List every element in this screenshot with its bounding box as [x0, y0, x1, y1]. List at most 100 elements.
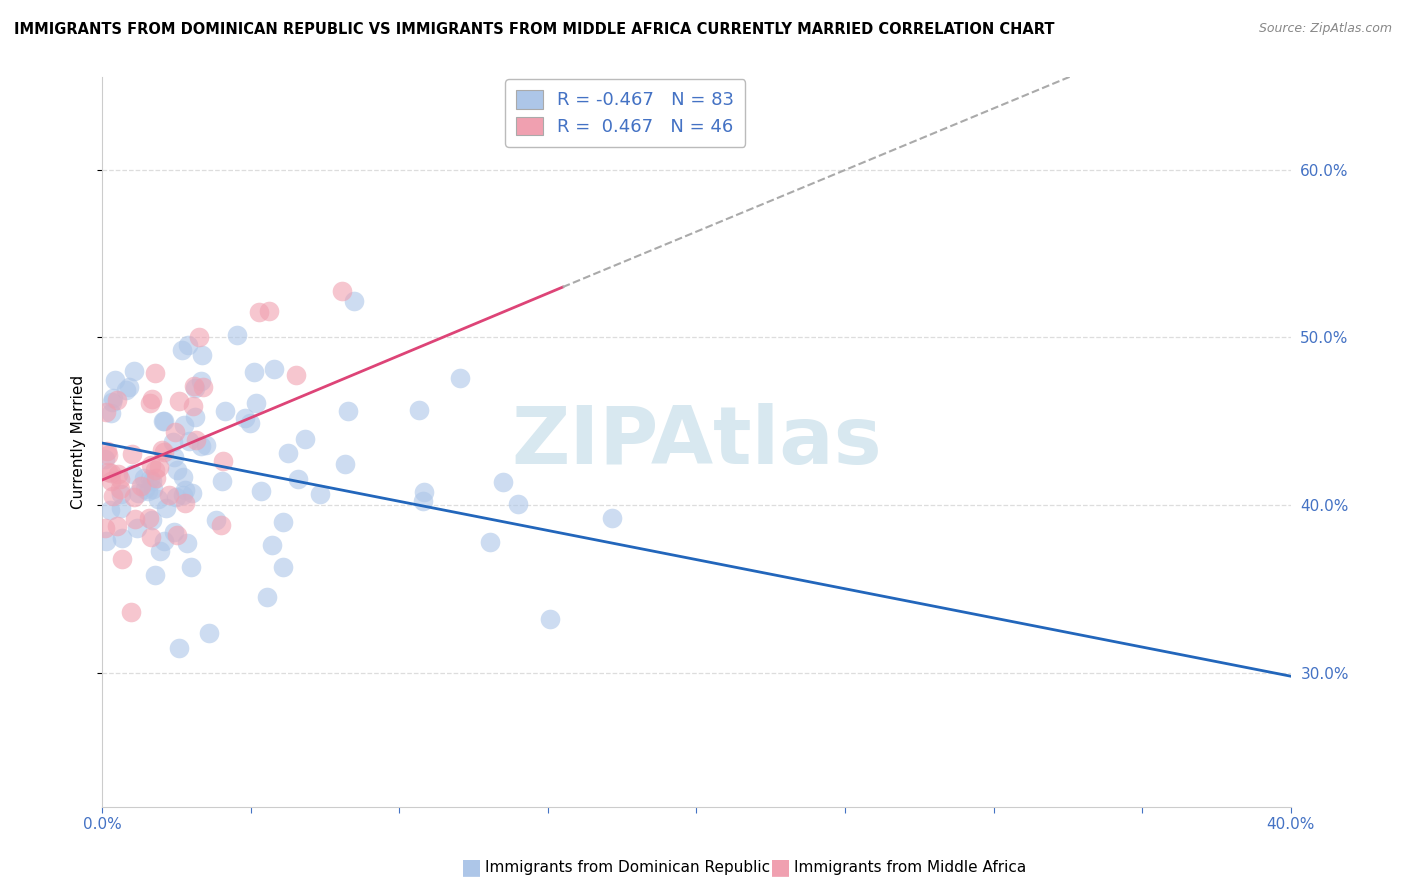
Point	[262, 538, 284, 552]
Point	[139, 530, 162, 544]
Point	[138, 510, 160, 524]
Point	[110, 482, 132, 496]
Point	[172, 488, 194, 502]
Point	[110, 501, 132, 516]
Point	[143, 366, 166, 380]
Text: Immigrants from Middle Africa: Immigrants from Middle Africa	[794, 860, 1026, 874]
Point	[118, 380, 141, 394]
Legend: R = -0.467   N = 83, R =  0.467   N = 46: R = -0.467 N = 83, R = 0.467 N = 46	[505, 79, 745, 147]
Point	[100, 474, 122, 488]
Point	[508, 497, 530, 511]
Point	[132, 470, 155, 484]
Point	[107, 467, 129, 481]
Point	[412, 494, 434, 508]
Point	[143, 568, 166, 582]
Point	[94, 534, 117, 549]
Point	[143, 463, 166, 477]
Point	[141, 474, 163, 488]
Point	[111, 552, 134, 566]
Point	[174, 483, 197, 498]
Point	[145, 471, 167, 485]
Point	[191, 380, 214, 394]
Point	[127, 486, 149, 500]
Text: ZIPAtlas: ZIPAtlas	[510, 403, 882, 481]
Point	[176, 338, 198, 352]
Point	[98, 503, 121, 517]
Point	[287, 472, 309, 486]
Point	[271, 560, 294, 574]
Point	[173, 417, 195, 432]
Point	[335, 457, 357, 471]
Point	[256, 590, 278, 604]
Point	[602, 511, 624, 525]
Point	[180, 560, 202, 574]
Point	[214, 404, 236, 418]
Point	[184, 433, 207, 447]
Point	[271, 515, 294, 529]
Point	[247, 305, 270, 319]
Point	[120, 606, 142, 620]
Point	[330, 285, 353, 299]
Point	[212, 454, 235, 468]
Point	[172, 470, 194, 484]
Point	[127, 521, 149, 535]
Point	[139, 396, 162, 410]
Point	[165, 425, 187, 440]
Point	[94, 451, 117, 466]
Point	[104, 373, 127, 387]
Point	[163, 524, 186, 539]
Point	[187, 330, 209, 344]
Point	[111, 531, 134, 545]
Point	[309, 487, 332, 501]
Point	[142, 483, 165, 497]
Point	[492, 475, 515, 489]
Point	[479, 534, 502, 549]
Point	[412, 484, 434, 499]
Point	[190, 438, 212, 452]
Point	[211, 474, 233, 488]
Point	[225, 328, 247, 343]
Point	[152, 414, 174, 428]
Text: ■: ■	[461, 857, 481, 877]
Point	[408, 402, 430, 417]
Point	[190, 374, 212, 388]
Point	[163, 450, 186, 464]
Point	[141, 392, 163, 406]
Point	[100, 466, 122, 480]
Point	[538, 612, 561, 626]
Point	[239, 416, 262, 430]
Point	[343, 294, 366, 309]
Point	[337, 404, 360, 418]
Y-axis label: Currently Married: Currently Married	[72, 376, 86, 509]
Point	[169, 640, 191, 655]
Point	[181, 486, 204, 500]
Point	[167, 394, 190, 409]
Point	[165, 491, 187, 505]
Point	[153, 414, 176, 428]
Point	[190, 348, 212, 362]
Point	[257, 303, 280, 318]
Point	[121, 446, 143, 460]
Point	[110, 487, 132, 501]
Point	[105, 392, 128, 407]
Point	[170, 343, 193, 357]
Point	[181, 400, 204, 414]
Point	[149, 543, 172, 558]
Point	[153, 533, 176, 548]
Point	[110, 472, 132, 486]
Point	[235, 410, 257, 425]
Point	[148, 460, 170, 475]
Text: ■: ■	[770, 857, 790, 877]
Point	[162, 434, 184, 449]
Point	[139, 458, 162, 472]
Point	[184, 409, 207, 424]
Point	[101, 395, 124, 409]
Point	[250, 483, 273, 498]
Point	[97, 448, 120, 462]
Point	[100, 406, 122, 420]
Point	[103, 489, 125, 503]
Point	[277, 446, 299, 460]
Point	[122, 490, 145, 504]
Point	[96, 444, 118, 458]
Point	[263, 361, 285, 376]
